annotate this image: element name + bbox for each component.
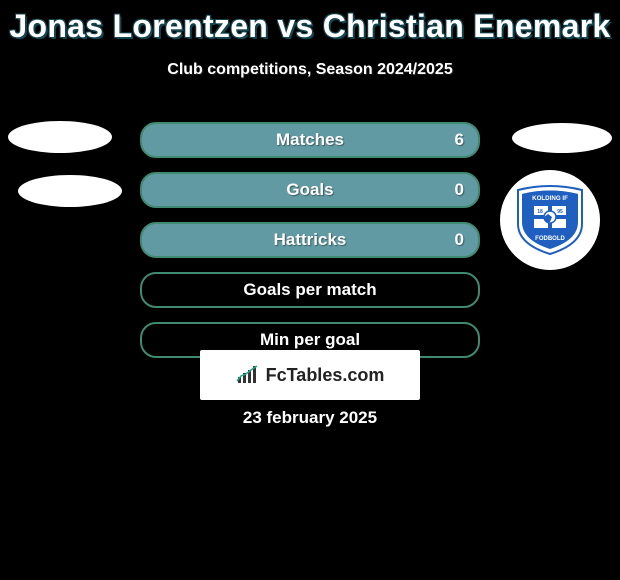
player-a-avatar-2 xyxy=(18,175,122,207)
svg-text:18: 18 xyxy=(537,209,543,215)
stat-row-goals: Goals 0 xyxy=(140,172,480,208)
page-subtitle: Club competitions, Season 2024/2025 xyxy=(0,61,620,79)
stat-label: Goals per match xyxy=(243,280,376,300)
player-b-avatar-1 xyxy=(512,123,612,153)
stat-row-hattricks: Hattricks 0 xyxy=(140,222,480,258)
badge-bottom-text: FODBOLD xyxy=(535,236,565,242)
team-badge-graphic: KOLDING IF 18 95 FODBOLD xyxy=(514,184,586,256)
badge-top-text: KOLDING IF xyxy=(532,195,568,202)
stat-row-goals-per-match: Goals per match xyxy=(140,272,480,308)
stat-label: Matches xyxy=(276,130,344,150)
stats-list: Matches 6 Goals 0 Hattricks 0 Goals per match M… xyxy=(140,122,480,372)
stat-row-matches: Matches 6 xyxy=(140,122,480,158)
chart-icon xyxy=(236,365,260,385)
date-text: 23 february 2025 xyxy=(0,408,620,428)
stat-label: Hattricks xyxy=(274,230,347,250)
stat-right-value: 0 xyxy=(455,230,464,250)
stat-label: Goals xyxy=(286,180,333,200)
watermark-text: FcTables.com xyxy=(266,365,385,386)
stat-right-value: 0 xyxy=(455,180,464,200)
stat-right-value: 6 xyxy=(455,130,464,150)
page-root: Jonas Lorentzen vs Christian Enemark Clu… xyxy=(0,0,620,580)
svg-text:95: 95 xyxy=(557,209,563,215)
watermark: FcTables.com xyxy=(200,350,420,400)
player-a-avatar-1 xyxy=(8,121,112,153)
stat-label: Min per goal xyxy=(260,330,360,350)
page-title: Jonas Lorentzen vs Christian Enemark xyxy=(0,0,620,45)
team-badge-kolding: KOLDING IF 18 95 FODBOLD xyxy=(500,170,600,270)
